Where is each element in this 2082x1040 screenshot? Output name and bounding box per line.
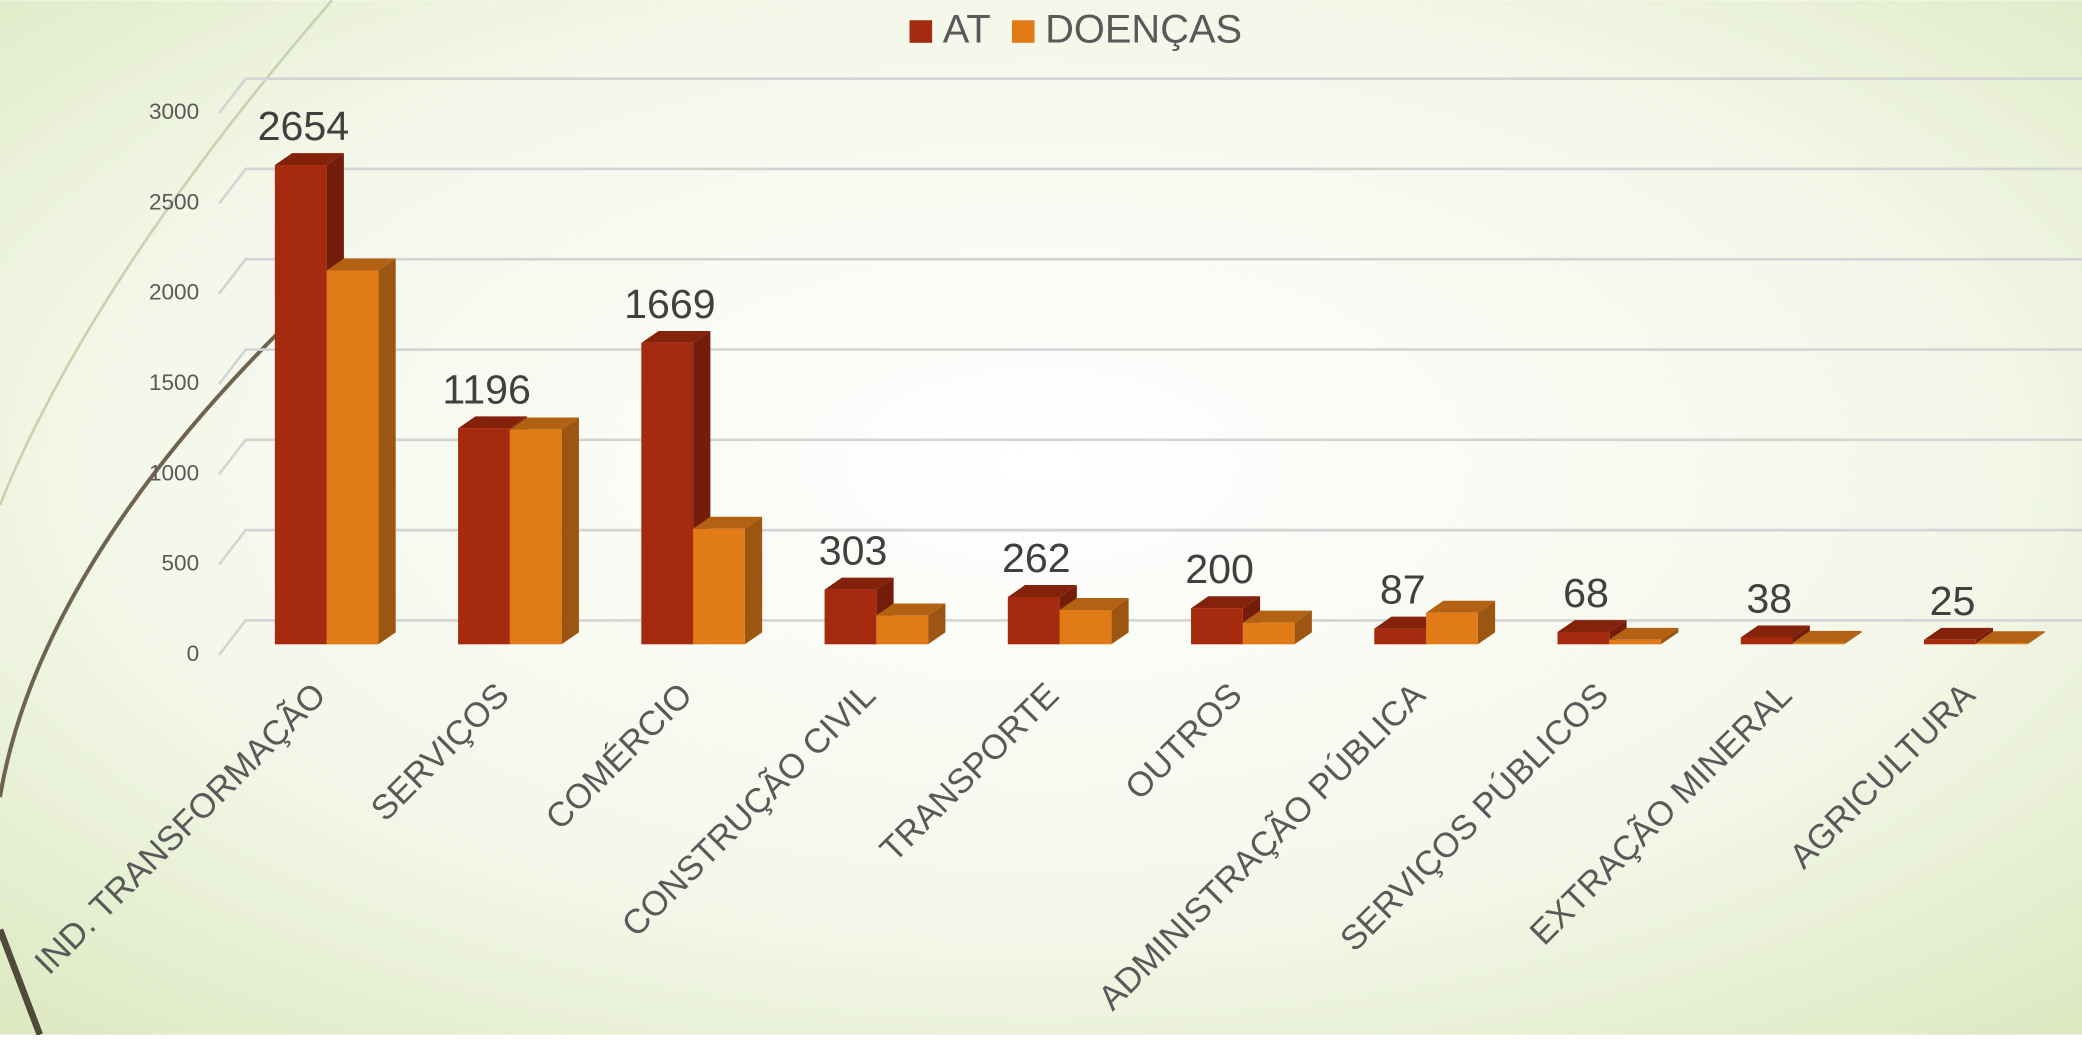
bar-front <box>641 342 694 645</box>
legend-label: AT <box>943 8 991 52</box>
bar-front <box>1059 609 1112 645</box>
bar <box>509 417 579 645</box>
data-label: 1669 <box>624 281 716 327</box>
bar <box>1426 600 1496 645</box>
bar-top <box>274 153 344 166</box>
bar-side <box>1792 625 1810 645</box>
bar-front <box>1609 639 1662 645</box>
grid-line <box>218 257 2082 295</box>
bar-top <box>458 416 528 429</box>
bar-front <box>326 270 379 645</box>
bar <box>1740 625 1810 645</box>
decor-curve <box>0 928 43 1036</box>
bar-front <box>1792 642 1845 645</box>
bar <box>1923 627 1994 645</box>
y-tick-label: 0 <box>187 641 200 666</box>
bar-front <box>1374 628 1427 645</box>
y-tick-label: 2000 <box>149 280 199 305</box>
decor-curve <box>0 0 333 506</box>
bar-side <box>378 258 396 645</box>
bar-front <box>1740 637 1793 645</box>
bar-top <box>1609 627 1679 640</box>
bar-top <box>641 330 711 343</box>
data-label: 68 <box>1563 570 1609 616</box>
y-tick-label: 500 <box>162 551 200 576</box>
bar-top <box>326 258 396 271</box>
bar-top <box>509 417 579 430</box>
bar-side <box>2027 631 2045 645</box>
grid-line <box>218 348 2082 385</box>
bar-side <box>561 417 579 645</box>
y-tick-label: 3000 <box>149 99 199 124</box>
data-label: 262 <box>1002 535 1071 581</box>
bar-front <box>1557 632 1610 645</box>
grid-line <box>218 167 2082 205</box>
bar-side <box>928 603 946 645</box>
bar-side <box>1477 600 1496 645</box>
bar-top <box>1740 625 1810 638</box>
data-label: 303 <box>819 528 888 574</box>
bar-top <box>1007 585 1077 597</box>
bar-top <box>1191 596 1261 609</box>
bar-side <box>1294 610 1312 645</box>
data-label: 200 <box>1185 546 1254 592</box>
bar-front <box>509 429 562 645</box>
data-label: 1196 <box>442 366 531 412</box>
bar-front <box>1242 622 1295 645</box>
bar <box>876 603 946 645</box>
bar-side <box>1661 627 1679 645</box>
bar-front <box>693 528 745 645</box>
bar-front <box>274 165 327 645</box>
data-label: 87 <box>1380 567 1426 613</box>
legend-swatch <box>1011 20 1035 43</box>
bar <box>1609 627 1679 645</box>
bar-side <box>1975 627 1994 645</box>
y-tick-label: 1500 <box>149 370 199 395</box>
grid-line <box>218 528 2082 566</box>
bar-top <box>1792 630 1862 643</box>
bar-top <box>1975 631 2045 644</box>
bar-front <box>458 428 510 645</box>
bar <box>1007 585 1077 645</box>
grid-line <box>218 438 2082 476</box>
grid-line <box>218 77 2082 114</box>
bar-top <box>876 603 946 616</box>
bar-side <box>744 516 763 645</box>
bar <box>1975 631 2045 645</box>
bar-side <box>1844 630 1862 645</box>
bar-front <box>1007 596 1060 645</box>
bar-top <box>1242 610 1312 623</box>
bar-top <box>1426 600 1496 613</box>
bar <box>641 330 711 645</box>
legend-swatch <box>909 20 933 43</box>
bar-front <box>876 615 929 645</box>
bar <box>693 516 763 645</box>
bar-top <box>1557 620 1627 633</box>
bar-front <box>1923 639 1976 645</box>
data-label: 2654 <box>258 103 350 149</box>
bar-top <box>1059 598 1129 610</box>
bar-top <box>1923 627 1994 640</box>
legend-label: DOENÇAS <box>1045 8 1242 52</box>
bar <box>1059 598 1129 645</box>
bar-top <box>824 577 894 590</box>
bar-front <box>1426 612 1478 645</box>
y-tick-label: 2500 <box>149 189 199 214</box>
bar-front <box>1191 608 1243 645</box>
data-label: 38 <box>1746 575 1792 621</box>
bar <box>326 258 396 645</box>
y-tick-label: 1000 <box>149 460 199 485</box>
decor-curve <box>0 330 281 798</box>
bar-side <box>1111 598 1129 645</box>
bar <box>1242 610 1312 645</box>
bar <box>1191 596 1261 645</box>
bar-front <box>1975 643 2028 645</box>
bar-front <box>824 589 877 645</box>
data-label: 25 <box>1930 578 1976 624</box>
legend: AT DOENÇAS <box>909 8 1242 52</box>
bar <box>1792 630 1862 645</box>
bar-top <box>693 516 763 529</box>
